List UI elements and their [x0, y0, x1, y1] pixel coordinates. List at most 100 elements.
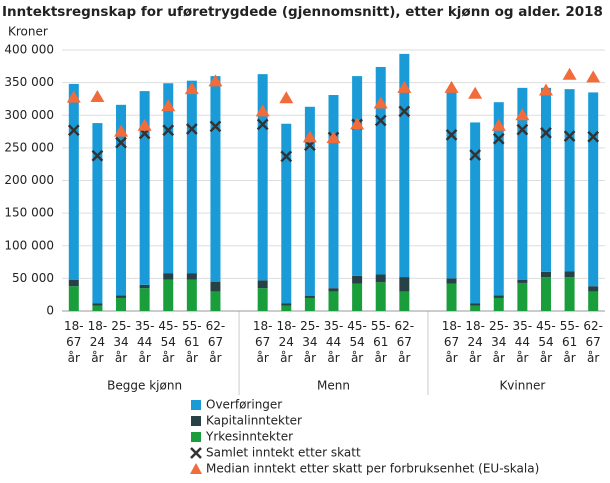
x-tick-label: 45-54 år: [536, 319, 556, 365]
x-tick-label: 62-67 år: [205, 319, 226, 365]
x-tick-label: 45-54 år: [347, 319, 367, 365]
bar-segment: [352, 275, 363, 284]
bar-segment: [116, 104, 127, 296]
bar-segment: [210, 76, 221, 282]
marker-triangle: [161, 99, 176, 112]
x-tick-label: 35-44 år: [134, 319, 155, 365]
legend-swatch: [191, 416, 201, 426]
x-tick-label: 18-24 år: [276, 319, 297, 365]
x-tick-label: 62-67 år: [394, 319, 415, 365]
y-axis-label: Kroner: [8, 25, 48, 39]
bar-segment: [375, 66, 386, 275]
x-tick-label: 55-61 år: [370, 319, 391, 365]
bar-segment: [352, 76, 363, 276]
marker-triangle: [562, 67, 577, 80]
bar-segment: [328, 95, 339, 289]
marker-x: [256, 118, 269, 131]
legend-label: Kapitalinntekter: [206, 414, 302, 428]
bar-segment: [588, 286, 599, 292]
bar-segment: [257, 288, 268, 311]
legend-swatch: [190, 463, 202, 474]
marker-triangle: [326, 131, 341, 144]
bar-segment: [210, 281, 221, 292]
bar-segment: [564, 89, 575, 272]
x-tick-label: 18-24 år: [465, 319, 485, 365]
x-tick-label: 45-54 år: [158, 319, 179, 365]
bar-segment: [186, 279, 197, 311]
chart-title: Inntektsregnskap for uføretrygdede (gjen…: [2, 4, 603, 20]
bar-segment: [186, 273, 197, 280]
y-tick-label: 300 000: [4, 108, 54, 122]
bar-segment: [493, 295, 504, 298]
bar-segment: [470, 305, 481, 311]
y-tick-label: 400 000: [4, 43, 54, 57]
x-tick-label: 18-24 år: [87, 319, 108, 365]
bar-segment: [257, 74, 268, 281]
legend-swatch: [190, 447, 202, 459]
marker-triangle: [444, 80, 459, 93]
bar-segment: [588, 92, 599, 287]
group-label: Begge kjønn: [107, 379, 182, 393]
marker-x: [115, 136, 127, 149]
marker-triangle: [279, 91, 294, 104]
bar-segment: [446, 91, 457, 279]
marker-x: [563, 130, 576, 143]
marker-x: [209, 120, 222, 133]
marker-x: [162, 124, 175, 137]
marker-triangle: [302, 130, 317, 143]
bar-segment: [588, 291, 599, 311]
bar-segment: [116, 297, 127, 311]
marker-triangle: [255, 104, 270, 117]
marker-triangle: [184, 82, 199, 95]
marker-x: [374, 114, 387, 127]
legend-label: Samlet inntekt etter skatt: [206, 446, 361, 460]
bar-segment: [517, 279, 528, 283]
bar-segment: [92, 305, 103, 311]
marker-x: [587, 130, 600, 143]
marker-x: [398, 105, 411, 118]
legend-swatch: [191, 400, 201, 410]
marker-triangle: [208, 74, 223, 87]
marker-triangle: [114, 124, 129, 137]
bar-segment: [139, 284, 150, 289]
bar-segment: [281, 123, 292, 304]
marker-triangle: [586, 70, 601, 83]
marker-triangle: [515, 108, 530, 121]
marker-triangle: [90, 89, 105, 102]
x-tick-label: 55-61 år: [182, 319, 202, 365]
bar-segment: [375, 282, 386, 311]
bar-segment: [163, 273, 174, 280]
marker-x: [516, 123, 529, 136]
bar-segment: [163, 83, 174, 274]
bar-segment: [470, 303, 481, 306]
x-tick-label: 18-67 år: [441, 319, 462, 365]
bar-segment: [210, 291, 221, 311]
marker-x: [67, 124, 80, 137]
bar-segment: [446, 278, 457, 284]
bar-segment: [281, 305, 292, 311]
legend-label: Overføringer: [206, 398, 282, 412]
bar-segment: [399, 277, 410, 292]
bar-segment: [304, 106, 315, 296]
group-label: Menn: [317, 379, 350, 393]
marker-triangle: [468, 86, 483, 99]
bar-segment: [352, 283, 363, 311]
bar-segment: [493, 297, 504, 311]
marker-triangle: [538, 83, 553, 96]
bar-segment: [517, 87, 528, 280]
bar-segment: [493, 102, 504, 296]
marker-x: [280, 150, 293, 163]
bar-segment: [304, 295, 315, 298]
bar-segment: [399, 53, 410, 278]
marker-triangle: [66, 90, 81, 103]
x-tick-label: 25-34 år: [300, 319, 320, 365]
group-label: Kvinner: [499, 379, 545, 393]
bar-segment: [257, 280, 268, 289]
bar-segment: [68, 279, 79, 287]
x-tick-label: 35-44 år: [323, 319, 344, 365]
marker-triangle: [137, 118, 152, 131]
bar-segment: [540, 271, 551, 278]
bar-segment: [540, 87, 551, 272]
